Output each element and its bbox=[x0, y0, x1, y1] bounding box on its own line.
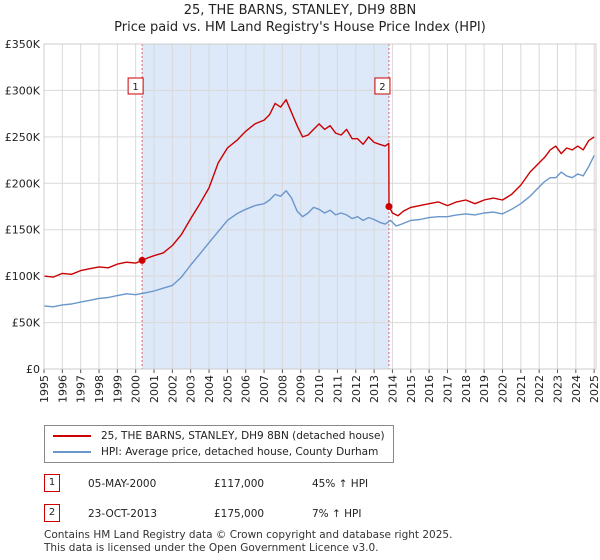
x-tick-label: 2008 bbox=[276, 375, 289, 403]
y-tick-label: £250K bbox=[5, 131, 41, 144]
chart-title: 25, THE BARNS, STANLEY, DH9 8BN bbox=[183, 3, 417, 18]
sale-marker-box bbox=[127, 77, 144, 95]
x-tick-label: 1998 bbox=[93, 375, 106, 403]
x-tick-label: 2024 bbox=[570, 375, 583, 403]
footer-attribution: Contains HM Land Registry data © Crown c… bbox=[44, 529, 452, 555]
y-tick-label: £100K bbox=[5, 270, 41, 283]
sale-number-badge: 1 bbox=[44, 474, 60, 492]
y-axis-ticks: £0 £50K £100K £150K £200K £250K £300K £350K bbox=[5, 38, 41, 376]
sale-point bbox=[385, 203, 393, 210]
x-tick-label: 2025 bbox=[588, 375, 600, 403]
legend-label-hpi: HPI: Average price, detached house, Coun… bbox=[101, 446, 379, 458]
x-tick-label: 2011 bbox=[331, 375, 344, 403]
x-tick-label: 2006 bbox=[240, 375, 253, 403]
y-tick-label: £0 bbox=[26, 363, 40, 376]
x-tick-label: 2009 bbox=[295, 375, 308, 403]
x-tick-label: 2012 bbox=[350, 375, 363, 403]
x-tick-label: 2014 bbox=[386, 375, 399, 403]
shaded-ownership-region bbox=[142, 44, 389, 369]
sale-marker-box bbox=[374, 77, 391, 95]
x-tick-label: 2018 bbox=[460, 375, 473, 403]
x-tick-label: 2013 bbox=[368, 375, 381, 403]
x-tick-label: 1999 bbox=[111, 375, 124, 403]
x-tick-label: 2002 bbox=[166, 375, 179, 403]
y-tick-label: £150K bbox=[5, 224, 41, 237]
x-tick-label: 2007 bbox=[258, 375, 271, 403]
x-tick-label: 2019 bbox=[478, 375, 491, 403]
x-tick-label: 2016 bbox=[423, 375, 436, 403]
sale-marker-label: 2 bbox=[379, 82, 385, 93]
chart-title-block: 25, THE BARNS, STANLEY, DH9 8BN Price pa… bbox=[0, 2, 600, 36]
x-tick-label: 2004 bbox=[203, 375, 216, 403]
x-tick-label: 2001 bbox=[148, 375, 161, 403]
legend-swatch-hpi bbox=[53, 451, 91, 453]
x-tick-label: 1995 bbox=[38, 375, 51, 403]
series-lines bbox=[43, 99, 595, 308]
property-price-line bbox=[43, 99, 595, 278]
x-tick-label: 2003 bbox=[185, 375, 198, 403]
sale-row: 2 23-OCT-2013 £175,000 7% ↑ HPI bbox=[0, 504, 600, 522]
y-tick-label: £200K bbox=[5, 177, 41, 190]
legend-label-property: 25, THE BARNS, STANLEY, DH9 8BN (detache… bbox=[101, 430, 385, 442]
sale-row: 1 05-MAY-2000 £117,000 45% ↑ HPI bbox=[0, 474, 600, 492]
x-tick-label: 2000 bbox=[130, 375, 143, 403]
x-tick-label: 2017 bbox=[441, 375, 454, 403]
sale-hpi-change: 45% ↑ HPI bbox=[312, 478, 369, 490]
y-tick-label: £300K bbox=[5, 84, 41, 97]
x-tick-label: 2015 bbox=[405, 375, 418, 403]
legend-swatch-property bbox=[53, 435, 91, 437]
legend: 25, THE BARNS, STANLEY, DH9 8BN (detache… bbox=[44, 425, 394, 463]
x-tick-label: 1997 bbox=[75, 375, 88, 403]
price-chart: £0 £50K £100K £150K £200K £250K £300K £350K 199… bbox=[5, 38, 600, 403]
sale-marker-label: 1 bbox=[132, 82, 138, 93]
sale-date: 23-OCT-2013 bbox=[88, 508, 157, 520]
x-tick-label: 2020 bbox=[496, 375, 509, 403]
x-tick-label: 2023 bbox=[551, 375, 564, 403]
sale-number-badge: 2 bbox=[44, 504, 60, 522]
hpi-line bbox=[43, 155, 595, 308]
x-tick-label: 2005 bbox=[221, 375, 234, 403]
sale-price: £175,000 bbox=[214, 508, 265, 520]
y-tick-label: £350K bbox=[5, 38, 41, 51]
sale-point bbox=[138, 256, 146, 264]
x-axis-ticks: 1995 1996 1997 1998 1999 2000 2001 2002 2003 2004… bbox=[38, 369, 600, 403]
sale-hpi-change: 7% ↑ HPI bbox=[312, 508, 362, 520]
sale-date: 05-MAY-2000 bbox=[88, 478, 157, 490]
plot-frame bbox=[43, 43, 597, 370]
x-tick-label: 2021 bbox=[515, 375, 528, 403]
footer-line-licence: This data is licensed under the Open Gov… bbox=[44, 542, 379, 554]
chart-subtitle: Price paid vs. HM Land Registry's House … bbox=[114, 20, 486, 35]
y-tick-label: £50K bbox=[12, 317, 41, 330]
sale-price: £117,000 bbox=[214, 478, 265, 490]
footer-line-copyright: Contains HM Land Registry data © Crown c… bbox=[44, 529, 453, 541]
x-tick-label: 2022 bbox=[533, 375, 546, 403]
x-tick-label: 1996 bbox=[56, 375, 69, 403]
x-tick-label: 2010 bbox=[313, 375, 326, 403]
